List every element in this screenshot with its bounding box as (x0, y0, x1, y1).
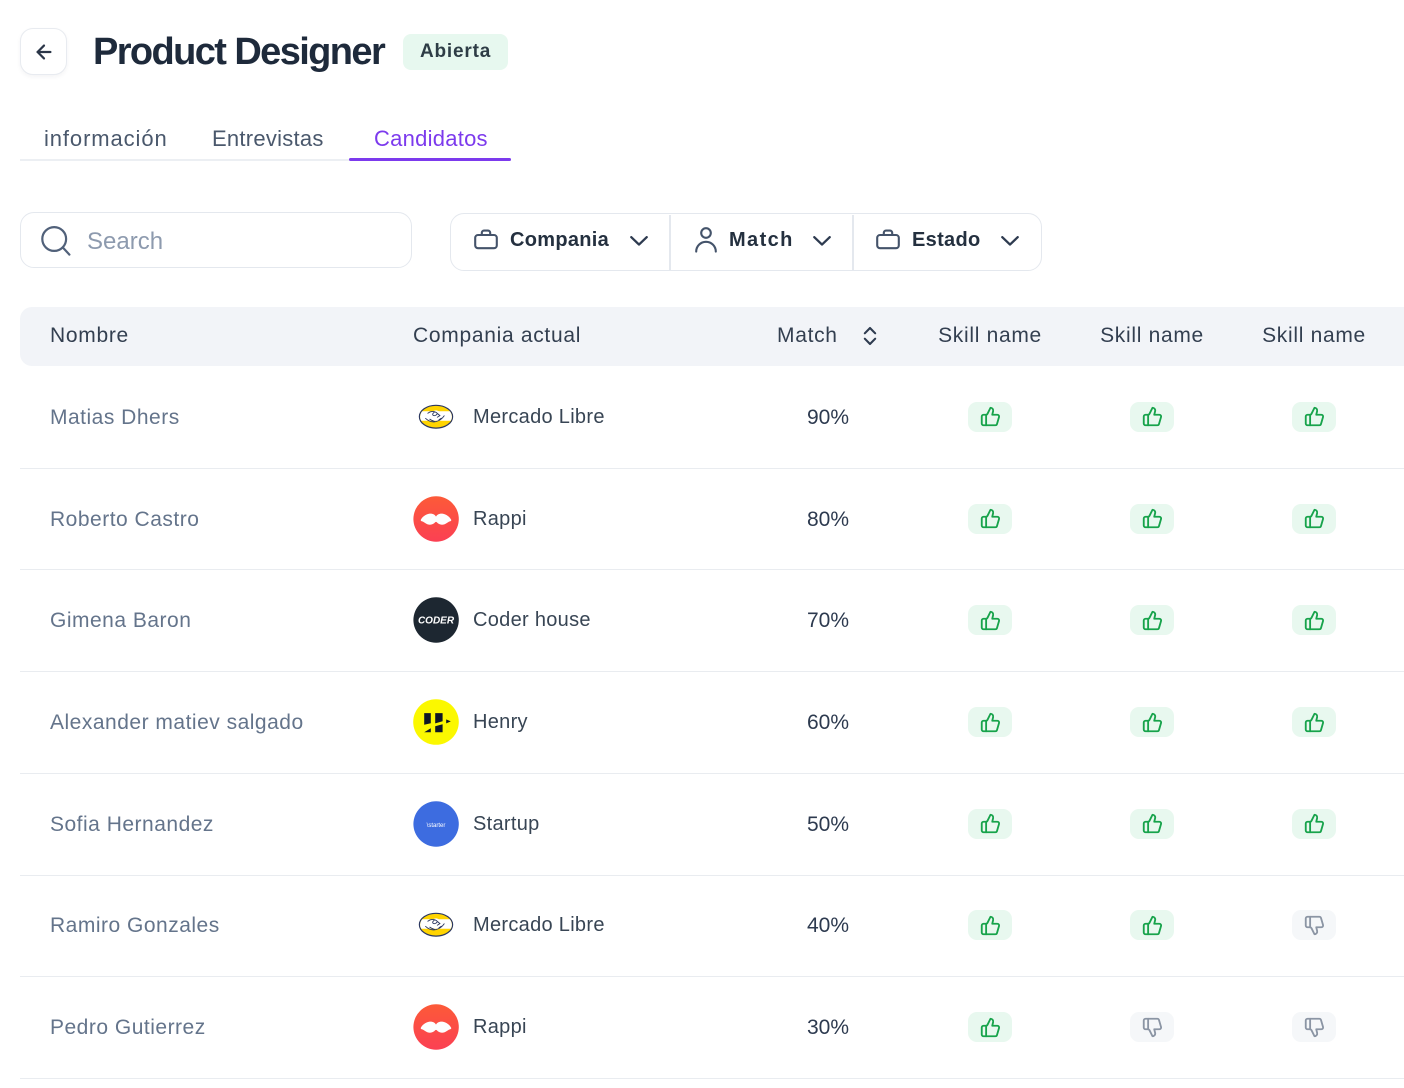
svg-text:CODER: CODER (418, 616, 455, 627)
svg-text:\starter: \starter (427, 823, 446, 829)
